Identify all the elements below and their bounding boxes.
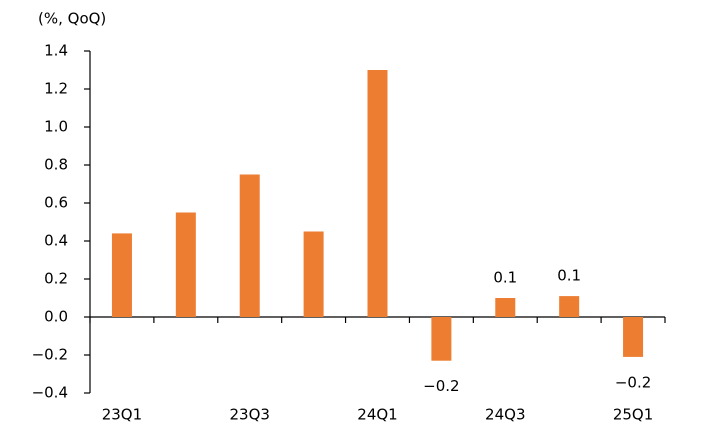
y-tick-label: −0.4: [32, 384, 68, 402]
y-tick-label: 0.6: [44, 194, 68, 212]
bar: [175, 212, 196, 317]
x-tick-label: 24Q3: [485, 406, 525, 424]
value-label: −0.2: [615, 373, 651, 391]
y-tick-label: 0.8: [44, 156, 68, 174]
bar: [559, 296, 580, 317]
value-label: 0.1: [557, 267, 581, 285]
x-tick-label: 25Q1: [613, 406, 653, 424]
y-tick-label: 1.0: [44, 118, 68, 136]
bar: [367, 70, 388, 317]
bar: [623, 317, 644, 357]
x-tick-label: 23Q3: [230, 406, 270, 424]
y-axis-label: (%, QoQ): [38, 10, 106, 28]
bar: [431, 317, 452, 361]
y-tick-label: 0.2: [44, 270, 68, 288]
value-label: 0.1: [493, 269, 517, 287]
bar: [111, 233, 132, 317]
y-tick-label: 0.4: [44, 232, 68, 250]
y-tick-label: −0.2: [32, 346, 68, 364]
y-tick-label: 1.4: [44, 42, 68, 60]
bar: [239, 174, 260, 317]
x-tick-label: 24Q1: [357, 406, 397, 424]
y-tick-label: 1.2: [44, 80, 68, 98]
bar: [495, 298, 516, 317]
y-tick-label: 0.0: [44, 308, 68, 326]
x-tick-label: 23Q1: [102, 406, 142, 424]
value-label: −0.2: [423, 377, 459, 395]
bar: [303, 231, 324, 317]
